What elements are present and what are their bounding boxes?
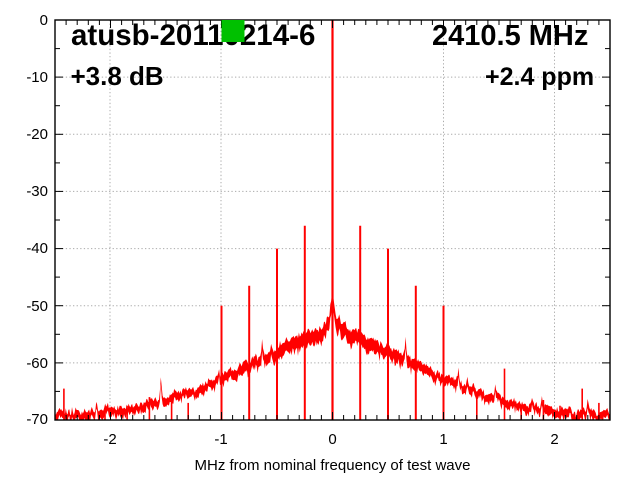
svg-text:MHz from nominal frequency of: MHz from nominal frequency of test wave (195, 457, 471, 474)
svg-text:+3.8 dB: +3.8 dB (71, 61, 164, 91)
svg-text:1: 1 (439, 431, 447, 448)
svg-text:-1: -1 (214, 431, 227, 448)
svg-text:-60: -60 (26, 355, 48, 372)
svg-text:-40: -40 (26, 240, 48, 257)
svg-text:0: 0 (328, 431, 336, 448)
svg-text:2410.5 MHz: 2410.5 MHz (432, 20, 588, 52)
svg-text:atusb-20110214-6: atusb-20110214-6 (71, 19, 315, 52)
svg-text:-70: -70 (26, 411, 48, 428)
svg-text:-20: -20 (26, 126, 48, 143)
svg-text:2: 2 (550, 431, 558, 448)
svg-text:-30: -30 (26, 183, 48, 200)
svg-text:-2: -2 (103, 431, 116, 448)
svg-text:-10: -10 (26, 69, 48, 86)
svg-text:+2.4 ppm: +2.4 ppm (485, 63, 594, 91)
svg-text:-50: -50 (26, 298, 48, 315)
svg-text:0: 0 (40, 12, 48, 29)
